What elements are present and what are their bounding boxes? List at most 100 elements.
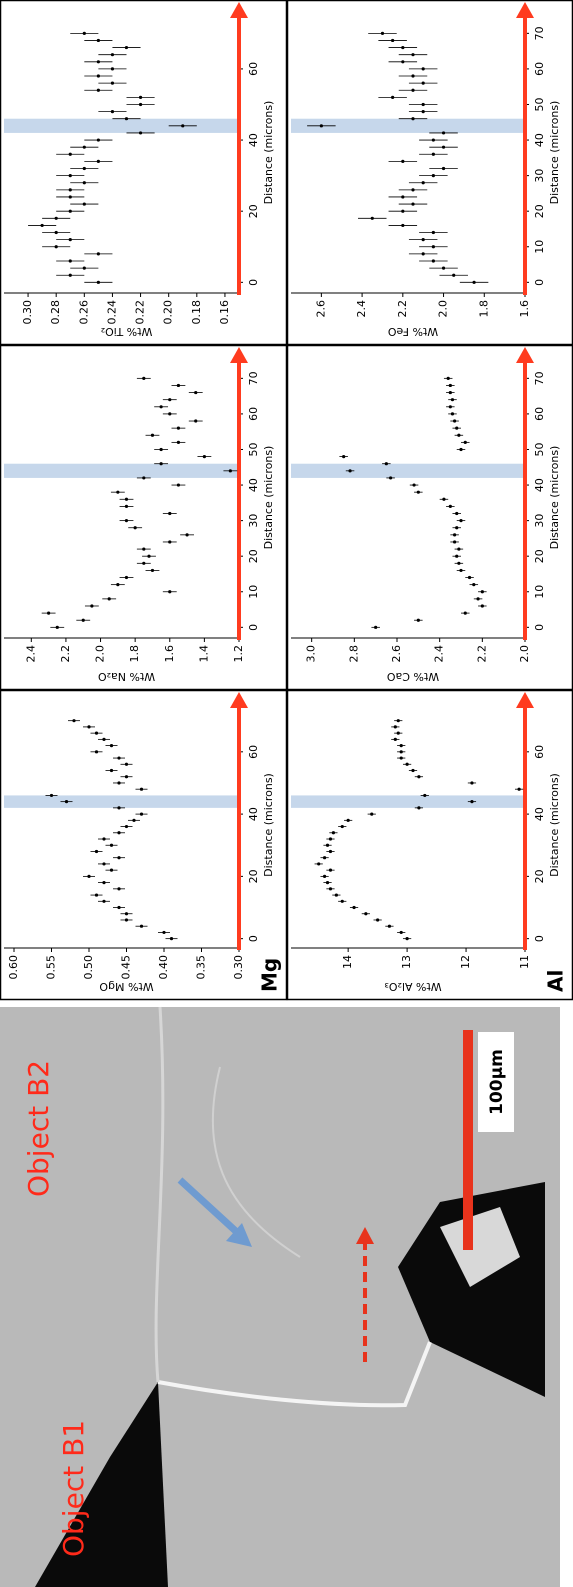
data-point xyxy=(463,611,467,615)
data-point xyxy=(453,540,457,544)
pointer-arrowhead xyxy=(226,1223,252,1247)
data-point xyxy=(96,38,100,43)
x-tick-label: 10 xyxy=(533,240,546,254)
data-point xyxy=(168,511,172,516)
data-point xyxy=(150,568,155,573)
data-point xyxy=(442,497,446,501)
data-point xyxy=(110,109,115,114)
x-tick-label: 60 xyxy=(247,62,260,76)
data-point xyxy=(411,53,415,57)
data-point xyxy=(132,818,136,822)
data-point xyxy=(448,504,452,508)
data-point xyxy=(228,469,232,473)
data-point xyxy=(96,88,100,92)
x-axis-arrowhead xyxy=(516,347,534,363)
data-point xyxy=(317,862,321,866)
data-point xyxy=(389,476,393,480)
data-point xyxy=(472,583,476,587)
data-point xyxy=(124,918,129,922)
data-point xyxy=(457,433,461,437)
data-point xyxy=(331,831,336,835)
y-tick-label: 2.4 xyxy=(433,645,446,663)
data-point xyxy=(124,45,129,50)
data-point xyxy=(94,731,99,735)
data-point xyxy=(176,483,181,487)
data-point xyxy=(47,611,51,615)
x-tick-label: 0 xyxy=(533,935,546,942)
object-label: Object B1 xyxy=(57,1420,90,1557)
y-tick-label: 2.6 xyxy=(390,645,403,663)
data-point xyxy=(168,412,172,416)
data-point xyxy=(110,67,115,71)
data-point xyxy=(384,462,388,466)
data-point xyxy=(328,887,333,891)
data-point xyxy=(459,568,463,573)
data-point xyxy=(168,590,172,594)
data-point xyxy=(380,31,385,35)
x-tick-label: 50 xyxy=(533,97,546,111)
x-tick-label: 0 xyxy=(533,279,546,286)
data-point xyxy=(139,812,144,816)
data-point xyxy=(176,440,181,444)
data-point xyxy=(142,376,146,380)
data-point xyxy=(194,419,198,423)
data-point xyxy=(467,575,472,580)
data-point xyxy=(117,781,121,785)
x-tick-label: 50 xyxy=(533,442,546,456)
data-point xyxy=(472,280,476,284)
data-point xyxy=(54,245,58,249)
data-point xyxy=(117,756,121,760)
data-point xyxy=(68,209,72,213)
pointer-arrow xyxy=(177,1177,243,1238)
data-point xyxy=(452,273,456,277)
data-point xyxy=(96,159,100,163)
x-tick-label: 30 xyxy=(247,514,260,528)
data-point xyxy=(319,124,323,128)
data-point xyxy=(176,383,181,388)
data-point xyxy=(480,604,484,608)
x-tick-label: 40 xyxy=(533,133,546,147)
data-point xyxy=(102,862,106,866)
data-point xyxy=(159,462,163,466)
data-point xyxy=(68,174,72,178)
x-axis-arrowhead xyxy=(516,692,534,708)
data-point xyxy=(455,554,459,558)
data-point xyxy=(401,195,405,199)
highlight-band xyxy=(4,118,239,133)
data-point xyxy=(364,912,368,916)
data-point xyxy=(142,561,146,565)
data-point xyxy=(81,618,85,622)
data-point xyxy=(54,216,58,220)
data-point xyxy=(124,575,129,580)
data-point xyxy=(431,230,435,235)
data-point xyxy=(139,787,144,791)
data-point xyxy=(68,152,72,156)
data-point xyxy=(87,874,91,878)
x-tick-label: 60 xyxy=(247,745,260,759)
panel: 11 12 13 14 0 20 40 60 Distance (microns) Wt% Al₂… xyxy=(286,689,573,1001)
data-point xyxy=(370,216,374,220)
y-tick-label: 0.30 xyxy=(21,300,34,325)
y-tick-label: 2.0 xyxy=(437,300,450,318)
data-point xyxy=(463,440,467,444)
y-tick-label: 2.0 xyxy=(94,645,107,663)
data-point xyxy=(455,426,459,430)
data-point xyxy=(455,526,459,530)
data-point xyxy=(96,280,100,284)
data-point xyxy=(109,743,114,748)
data-point xyxy=(102,881,106,885)
panel-border xyxy=(0,0,288,346)
data-point xyxy=(185,533,189,537)
data-point xyxy=(423,793,427,798)
data-point xyxy=(107,597,111,601)
data-point xyxy=(169,937,174,941)
x-tick-label: 0 xyxy=(247,935,260,942)
data-point xyxy=(342,454,346,459)
data-point xyxy=(64,800,69,804)
x-tick-label: 30 xyxy=(533,514,546,528)
data-point xyxy=(431,152,435,156)
x-tick-label: 60 xyxy=(533,407,546,421)
data-point xyxy=(138,131,143,135)
data-point xyxy=(116,490,120,494)
y-axis-label: Wt% FeO xyxy=(388,325,439,338)
